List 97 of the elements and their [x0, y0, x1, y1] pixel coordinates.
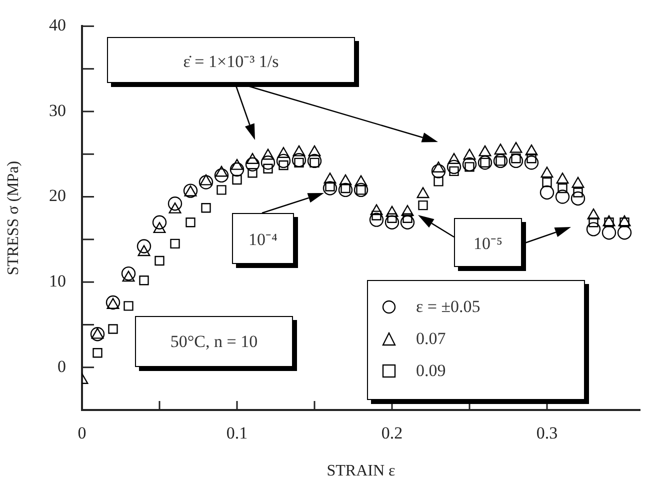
point — [214, 168, 229, 183]
point — [400, 215, 415, 230]
point — [292, 145, 306, 156]
y-tick-label: 20 — [49, 186, 66, 206]
annotation: 10⁻⁴ — [232, 213, 294, 264]
point — [384, 215, 400, 230]
annotation: 10⁻⁵ — [454, 218, 522, 267]
point — [448, 153, 460, 164]
point — [478, 156, 492, 170]
point — [168, 202, 182, 214]
point — [230, 158, 244, 170]
y-axis-title: STRESS σ (MPa) — [4, 160, 22, 276]
point — [587, 208, 600, 220]
point — [555, 190, 570, 204]
point — [573, 188, 583, 198]
point — [617, 226, 632, 240]
point — [524, 156, 539, 170]
point — [168, 196, 182, 211]
point — [262, 148, 274, 160]
legend-label: ε = ±0.05 — [416, 297, 480, 317]
y-tick-label: 30 — [49, 100, 66, 120]
point — [618, 215, 631, 226]
x-tick-label: 0 — [78, 424, 86, 443]
point — [216, 185, 226, 195]
point — [339, 174, 352, 186]
point — [246, 153, 259, 164]
x-axis-title: STRAIN ε — [326, 462, 396, 480]
point — [200, 174, 212, 186]
point — [602, 226, 616, 240]
point — [230, 162, 244, 177]
point — [124, 301, 134, 311]
point — [586, 222, 601, 236]
legend-label: 0.07 — [416, 329, 446, 349]
point — [431, 164, 446, 178]
x-tick-label: 0.1 — [226, 424, 248, 443]
point — [136, 239, 152, 254]
point — [463, 148, 476, 160]
point — [354, 175, 368, 186]
point — [108, 324, 118, 334]
point — [588, 218, 598, 228]
legend-label: 0.09 — [416, 361, 446, 381]
point — [401, 205, 414, 216]
point — [122, 270, 135, 282]
point — [510, 142, 522, 153]
x-tick-label: 0.3 — [536, 424, 558, 443]
point — [186, 218, 196, 228]
point — [602, 215, 616, 226]
point — [248, 168, 258, 178]
point — [370, 204, 383, 216]
annotation: ε̇ = 1×10⁻³ 1/s — [107, 37, 355, 83]
point — [215, 166, 228, 177]
point — [292, 153, 306, 168]
point — [260, 156, 276, 170]
point — [540, 185, 554, 200]
point — [139, 276, 149, 286]
point — [570, 191, 586, 206]
point — [558, 183, 568, 194]
point — [324, 172, 336, 184]
point — [508, 154, 524, 168]
point — [154, 256, 164, 266]
point — [432, 162, 445, 172]
point — [338, 182, 353, 198]
point — [494, 144, 507, 155]
point — [276, 154, 291, 168]
y-tick-label: 10 — [49, 272, 66, 291]
point — [446, 160, 462, 174]
point — [152, 215, 167, 230]
point — [232, 174, 242, 185]
point — [556, 172, 569, 184]
point — [572, 176, 584, 188]
x-tick-label: 0.2 — [381, 424, 403, 443]
point — [416, 187, 430, 198]
point — [170, 238, 180, 249]
point — [153, 222, 166, 234]
point — [478, 145, 492, 156]
point — [369, 212, 384, 227]
point — [525, 144, 538, 156]
y-tick-label: 0 — [58, 356, 66, 376]
y-tick-label: 40 — [49, 16, 66, 35]
point — [540, 166, 554, 178]
point — [263, 164, 273, 174]
point — [386, 206, 398, 217]
annotation: 50°C, n = 10 — [135, 316, 293, 367]
point — [138, 245, 150, 256]
point — [462, 157, 477, 172]
point — [277, 147, 290, 158]
point — [201, 203, 211, 213]
point — [418, 200, 428, 210]
point — [198, 175, 214, 190]
point — [542, 177, 552, 188]
point — [308, 145, 321, 156]
point — [245, 157, 260, 172]
point — [121, 266, 136, 281]
point — [92, 348, 102, 358]
point — [307, 154, 322, 168]
point — [322, 181, 338, 196]
point — [434, 176, 444, 186]
